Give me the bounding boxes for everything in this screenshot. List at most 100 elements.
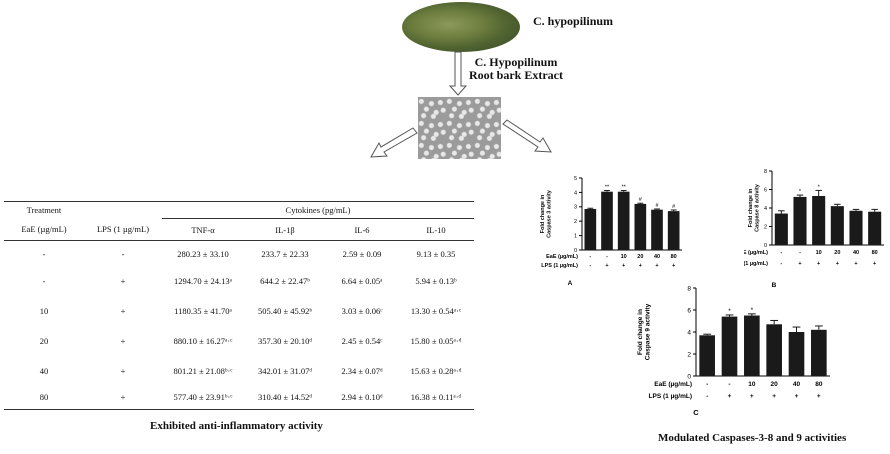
cell-tnf: 1294.70 ± 24.13ᵃ xyxy=(174,276,232,286)
significance-label: * xyxy=(799,189,802,195)
y-tick-label: 2 xyxy=(764,224,767,230)
chart-caspase9: 0 2 4 6 8 Fold change in Caspase 9 activity - - *… xyxy=(637,285,830,417)
x-tick-label-eae: 10 xyxy=(816,250,822,256)
bar xyxy=(617,191,630,250)
x-tick-label-lps: - xyxy=(706,393,708,400)
x-tick-label-eae: 20 xyxy=(834,250,840,256)
x-tick-label-eae: - xyxy=(728,381,730,388)
x-tick-label-eae: 80 xyxy=(872,250,878,256)
y-axis-label-line: Fold change in xyxy=(540,194,546,233)
cell-il1b: 644.2 ± 22.47ᵇ xyxy=(260,276,310,286)
panel-label: A xyxy=(568,280,573,287)
cell-il10: 5.94 ± 0.13ᵇ xyxy=(415,276,457,286)
row-label-lps: LPS (1 µg/mL) xyxy=(541,263,578,269)
bar xyxy=(721,316,738,376)
cell-tnf: 801.21 ± 21.08ᵇ·ᶜ xyxy=(173,365,233,376)
x-tick-label-lps: + xyxy=(795,393,799,400)
chart-caspase8: 0 2 4 6 8 Fold change in Caspase 8 activity - - *… xyxy=(744,169,884,289)
cell-lps: + xyxy=(120,335,126,346)
y-tick-label: 8 xyxy=(687,285,691,292)
table-row: 20 + 880.10 ± 16.27ᵃ·ᶜ 357.30 ± 20.10ᵈ 2… xyxy=(4,326,474,356)
y-tick-label: 4 xyxy=(687,329,691,336)
row-label-lps: LPS (1 µg/mL) xyxy=(744,261,768,267)
y-axis-label-line: Caspase 9 activity xyxy=(645,303,652,360)
cell-il1b: 342.01 ± 31.07ᵈ xyxy=(257,365,313,376)
x-tick-label-eae: 20 xyxy=(637,254,643,260)
cell-il1b: 357.30 ± 20.10ᵈ xyxy=(257,335,313,346)
bar xyxy=(634,203,647,250)
y-axis-label-line: Caspase 8 activity xyxy=(755,183,761,232)
cell-il10: 13.30 ± 0.54ᵃ·ᶜ xyxy=(410,305,462,316)
cell-lps: + xyxy=(120,305,126,316)
cell-il1b: 310.40 ± 14.52ᵈ xyxy=(244,385,326,410)
cell-lps: + xyxy=(120,276,126,286)
cell-eae: - xyxy=(42,248,46,259)
cell-lps: - xyxy=(121,248,125,259)
y-tick-label: 4 xyxy=(574,190,577,196)
bar xyxy=(774,213,788,245)
bar xyxy=(868,211,882,245)
header-treatment: Treatment xyxy=(4,201,84,219)
plant-photo xyxy=(402,2,520,52)
significance-label: ** xyxy=(622,185,627,191)
bar xyxy=(812,195,826,245)
cytokine-table: Treatment Cytokines (pg/mL) EaE (µg/mL) … xyxy=(4,201,474,410)
x-tick-label-lps: + xyxy=(655,263,658,269)
row-label-eae: EaE (µg/mL) xyxy=(546,254,578,260)
cell-tnf: 1180.35 ± 41.70ᵃ xyxy=(174,305,232,316)
cell-il6: 6.64 ± 0.05ᵃ xyxy=(341,276,383,286)
plant-name: C. hypopilinum xyxy=(533,14,614,28)
header-cytokines: Cytokines (pg/mL) xyxy=(162,201,474,219)
bar xyxy=(811,329,827,376)
cell-lps: + xyxy=(84,385,162,410)
cells-photo xyxy=(418,97,501,159)
header-lps: LPS (1 µg/mL) xyxy=(84,218,162,241)
x-tick-label-eae: 80 xyxy=(671,254,677,260)
bar xyxy=(601,191,613,250)
bar xyxy=(830,206,844,245)
left-arrow-icon xyxy=(370,127,418,158)
cell-eae: 20 xyxy=(39,335,49,346)
header-il1b: IL-1β xyxy=(244,218,326,241)
x-tick-label-lps: + xyxy=(798,261,801,267)
x-tick-label-lps: + xyxy=(772,393,776,400)
x-tick-label-eae: 40 xyxy=(654,254,660,260)
x-tick-label-eae: - xyxy=(589,254,591,260)
table-row: - + 1294.70 ± 24.13ᵃ 644.2 ± 22.47ᵇ 6.64… xyxy=(4,267,474,296)
bar xyxy=(667,211,680,250)
x-tick-label-lps: + xyxy=(854,261,857,267)
x-tick-label-lps: + xyxy=(873,261,876,267)
cell-il6: 2.59 ± 0.09 xyxy=(342,248,382,259)
header-il10: IL-10 xyxy=(398,218,474,241)
bar xyxy=(849,210,863,245)
x-tick-label-lps: - xyxy=(589,263,591,269)
cell-eae: 80 xyxy=(4,385,84,410)
x-tick-label-eae: 20 xyxy=(771,381,779,388)
chart-caspase3: 0 1 2 3 4 5 Fold change in Caspase 3 activity - -… xyxy=(540,176,682,287)
row-label-eae: EaE (µg/mL) xyxy=(744,250,768,256)
y-tick-label: 1 xyxy=(574,234,577,240)
y-axis-label-line: Caspase 3 activity xyxy=(547,189,553,238)
significance-label: * xyxy=(751,307,754,314)
x-tick-label-lps: + xyxy=(836,261,839,267)
y-tick-label: 8 xyxy=(764,169,767,175)
table-caption: Exhibited anti-inflammatory activity xyxy=(150,420,323,432)
bar xyxy=(651,209,663,250)
cell-tnf: 280.23 ± 33.10 xyxy=(177,248,229,259)
panel-label: B xyxy=(772,282,777,289)
x-tick-label-lps: + xyxy=(817,261,820,267)
cell-il1b: 233.7 ± 22.33 xyxy=(261,248,309,259)
table-row: 10 + 1180.35 ± 41.70ᵃ 505.40 ± 45.92ᵇ 3.… xyxy=(4,296,474,326)
cell-eae: - xyxy=(42,276,46,286)
panel-label: C xyxy=(693,408,699,417)
header-eae: EaE (µg/mL) xyxy=(4,218,84,241)
significance-label: * xyxy=(728,308,731,315)
row-label-eae: EaE (µg/mL) xyxy=(654,381,692,388)
significance-label: ** xyxy=(605,185,610,191)
x-tick-label-lps: + xyxy=(728,393,732,400)
x-tick-label-eae: 40 xyxy=(853,250,859,256)
cell-tnf: 880.10 ± 16.27ᵃ·ᶜ xyxy=(173,335,233,346)
cell-tnf: 577.40 ± 23.91ᵇ·ᶜ xyxy=(162,385,244,410)
x-tick-label-eae: - xyxy=(780,250,782,256)
y-tick-label: 2 xyxy=(574,219,577,225)
